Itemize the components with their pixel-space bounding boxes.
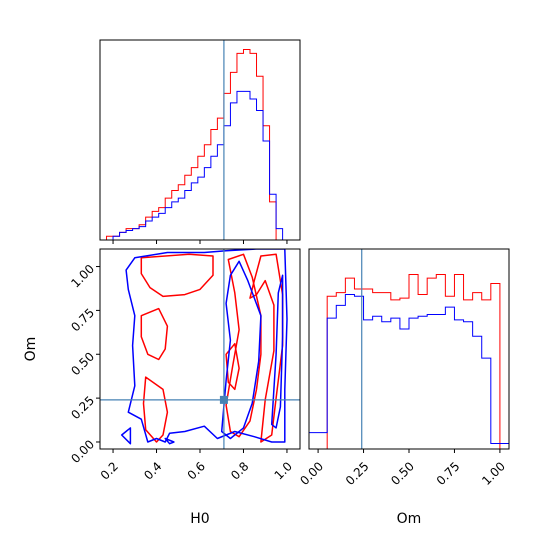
h0-om-joint-panel: 0.2 0.4 0.6 0.8 1.0 0.00 0.25 0.50 0.75 1.00 H0 Om [23,248,301,527]
joint-truth-marker [219,395,228,404]
H0-Om-joint-xtick-label: 1.0 [272,459,295,482]
H0-marginal-series-1-step [100,90,300,241]
contour-series-0-level-5 [249,253,284,443]
H0-Om-joint-ytick-label: 0.75 [68,306,97,335]
H0-Om-joint-ytick-label: 1.00 [68,262,97,291]
H0-Om-joint-xtick-label: 0.6 [185,459,208,482]
H0-Om-joint-xtick-label: 0.2 [98,459,121,482]
contour-series-1-level-4 [164,437,175,445]
Om-marginal-xtick-label: 0.75 [434,459,463,488]
Om-marginal-xlabel: Om [397,511,422,527]
Om-marginal-xtick-label: 1.00 [479,459,508,488]
Om-marginal-series-1-step [308,293,510,449]
h0-marginal-panel [99,39,301,244]
contour-series-0-level-0 [140,253,214,298]
H0-Om-joint-xtick-label: 0.8 [228,459,251,482]
Om-marginal-xtick-label: 0.00 [297,459,326,488]
H0-Om-joint-xtick-label: 0.4 [141,459,164,482]
H0-Om-joint-ytick-label: 0.00 [68,437,97,466]
H0-Om-joint-xlabel: H0 [190,511,209,527]
contour-series-1-level-1 [220,260,262,440]
contour-series-1-level-3 [120,427,132,445]
contour-series-0-level-3 [225,253,262,438]
contour-series-0-level-2 [142,376,169,443]
Om-marginal-xtick-label: 0.50 [388,459,417,488]
H0-Om-joint-ytick-label: 0.50 [68,349,97,378]
contour-series-1-level-2 [270,274,284,429]
H0-Om-joint-ylabel: Om [23,337,39,362]
H0-Om-joint-ytick-label: 0.25 [68,393,97,422]
H0-Om-joint-frame [99,248,301,450]
joint-contours [120,249,288,445]
contour-series-0-level-4 [225,342,240,391]
contour-series-1-level-0 [125,249,288,443]
contour-series-0-level-1 [140,307,169,361]
om-marginal-panel: 0.00 0.25 0.50 0.75 1.00 Om [297,248,510,527]
Om-marginal-series-0-step [309,273,509,450]
Om-marginal-xtick-label: 0.25 [343,459,372,488]
